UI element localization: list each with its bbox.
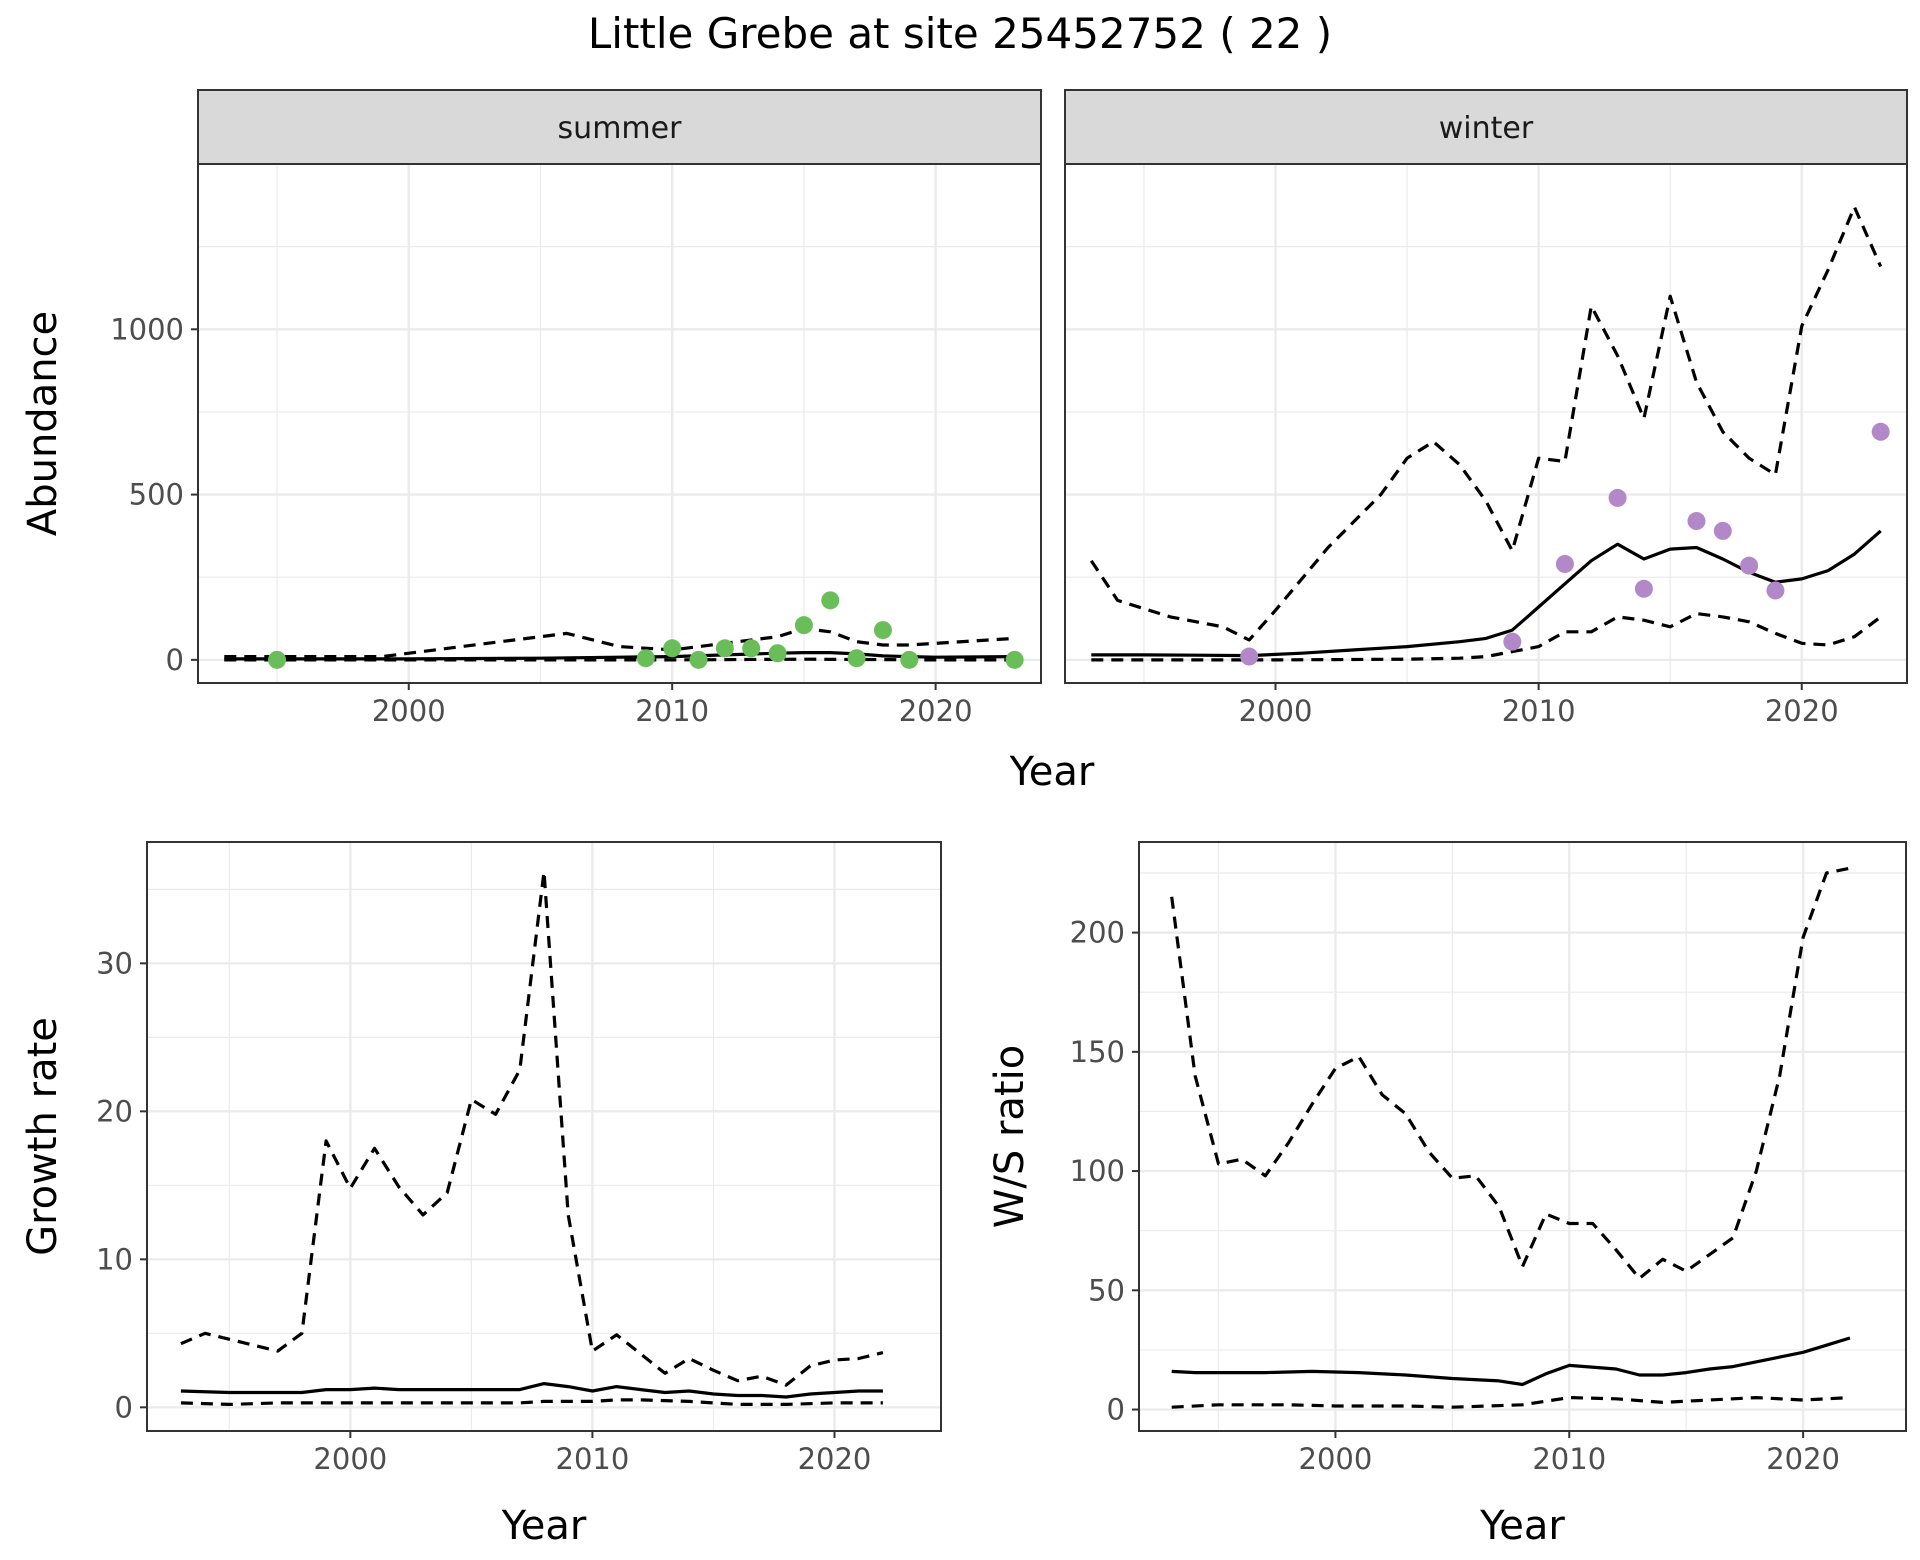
figure-title: Little Grebe at site 25452752 ( 22 ) <box>588 9 1332 58</box>
ratio-x-axis-title: Year <box>1479 1503 1565 1549</box>
abundance-winter-observed-point <box>1687 512 1706 531</box>
abundance-summer-x-tick-label: 2020 <box>899 694 973 728</box>
abundance-winter-observed-point <box>1740 556 1759 575</box>
ratio-series-lower-line <box>1171 1395 1850 1409</box>
abundance-summer-observed-point <box>715 639 734 658</box>
ratio-y-axis-title: W/S ratio <box>987 1045 1033 1228</box>
abundance-summer-observed-point <box>663 639 682 658</box>
abundance-summer-observed-point <box>873 621 892 640</box>
abundance-summer-y-tick-label: 0 <box>166 643 184 677</box>
abundance-summer-strip <box>197 89 1042 165</box>
abundance-summer-observed-point <box>768 644 787 663</box>
growth-y-tick-label: 20 <box>96 1094 133 1128</box>
growth-x-axis-title: Year <box>501 1503 587 1549</box>
abundance-winter-series-upper-line <box>1089 205 1883 642</box>
ratio-series-upper-line <box>1170 866 1851 1281</box>
abundance-summer-observed-point <box>742 639 761 658</box>
abundance-summer-observed-point <box>821 591 840 610</box>
abundance-y-axis-title: Abundance <box>20 311 66 536</box>
abundance-winter-panel-background <box>1065 164 1907 683</box>
growth-panel-border <box>146 841 942 1432</box>
abundance-winter-observed-point <box>1871 422 1890 441</box>
abundance-winter-x-tick-label: 2000 <box>1239 694 1313 728</box>
abundance-summer-observed-point <box>268 650 287 669</box>
ratio-y-tick-label: 100 <box>1070 1154 1125 1188</box>
abundance-winter-x-tick-label: 2010 <box>1502 694 1576 728</box>
abundance-winter-observed-point <box>1608 488 1627 507</box>
abundance-x-axis-title: Year <box>1009 749 1095 795</box>
abundance-winter-strip-label: winter <box>1439 111 1534 146</box>
abundance-winter-x-tick-label: 2020 <box>1765 694 1839 728</box>
ratio-series-estimate-line <box>1171 1336 1851 1387</box>
abundance-winter-series-estimate-line <box>1091 529 1882 658</box>
abundance-summer-y-tick-label: 1000 <box>110 312 184 346</box>
abundance-winter-observed-point <box>1766 581 1785 600</box>
abundance-summer-x-tick-label: 2000 <box>372 694 446 728</box>
ratio-x-tick-label: 2010 <box>1532 1442 1606 1476</box>
growth-x-tick-label: 2020 <box>798 1442 872 1476</box>
growth-y-tick-label: 0 <box>115 1390 133 1424</box>
growth-series-lower-line <box>180 1398 883 1407</box>
ratio-panel-border <box>1138 841 1907 1432</box>
growth-y-tick-label: 30 <box>96 946 133 980</box>
growth-y-axis-title: Growth rate <box>20 1017 66 1256</box>
ratio-y-tick-label: 50 <box>1088 1273 1125 1307</box>
growth-y-tick-label: 10 <box>96 1242 133 1276</box>
abundance-winter-observed-point <box>1555 554 1574 573</box>
abundance-summer-panel-background <box>198 164 1041 683</box>
abundance-winter-observed-point <box>1503 632 1522 651</box>
abundance-winter-observed-point <box>1240 647 1259 666</box>
growth-panel-background <box>147 842 941 1431</box>
abundance-summer-observed-point <box>900 650 919 669</box>
abundance-summer-observed-point <box>1005 650 1024 669</box>
abundance-summer-x-tick-label: 2010 <box>635 694 709 728</box>
abundance-winter-panel-border <box>1064 163 1908 684</box>
abundance-winter-observed-point <box>1713 521 1732 540</box>
ratio-panel-background <box>1139 842 1906 1431</box>
growth-series-estimate-line <box>180 1381 883 1399</box>
abundance-summer-panel-border <box>197 163 1042 684</box>
abundance-summer-observed-point <box>847 649 866 668</box>
ratio-y-tick-label: 200 <box>1070 916 1125 950</box>
abundance-summer-observed-point <box>689 650 708 669</box>
abundance-summer-series-lower-line <box>224 657 1015 662</box>
abundance-summer-observed-point <box>794 616 813 635</box>
ratio-y-tick-label: 0 <box>1107 1393 1125 1427</box>
growth-x-tick-label: 2000 <box>313 1442 387 1476</box>
abundance-summer-y-tick-label: 500 <box>129 478 184 512</box>
abundance-summer-observed-point <box>636 649 655 668</box>
abundance-winter-observed-point <box>1634 579 1653 598</box>
abundance-summer-strip-label: summer <box>558 111 683 146</box>
ratio-x-tick-label: 2000 <box>1299 1442 1373 1476</box>
ratio-y-tick-label: 150 <box>1070 1035 1125 1069</box>
growth-series-upper-line <box>180 869 884 1387</box>
abundance-winter-strip <box>1064 89 1908 165</box>
growth-x-tick-label: 2010 <box>556 1442 630 1476</box>
ratio-x-tick-label: 2020 <box>1766 1442 1840 1476</box>
